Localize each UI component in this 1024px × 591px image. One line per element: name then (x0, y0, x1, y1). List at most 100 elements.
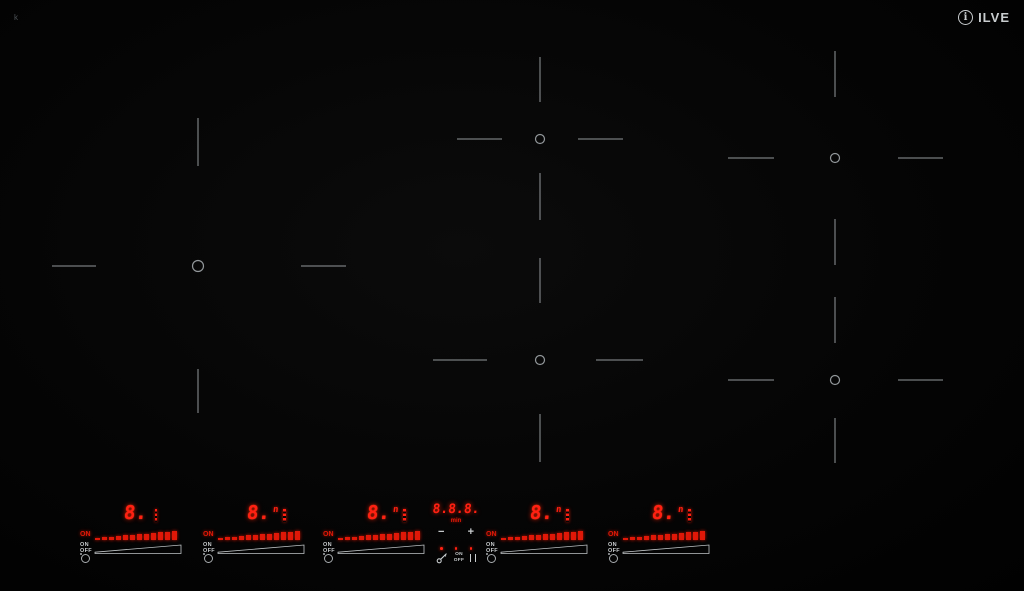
level-segment (267, 534, 272, 540)
residual-heat-glyph: n (392, 505, 399, 515)
on-indicator: ON (203, 531, 214, 538)
cooking-zone-back-right (728, 51, 943, 265)
level-segment (246, 535, 251, 540)
dotted-bar-indicator-icon (566, 509, 569, 522)
onoff-line2: OFF (323, 548, 335, 555)
level-segment (239, 536, 244, 540)
level-segment (564, 532, 569, 540)
timer-display: 8.8.8. (431, 502, 481, 517)
main-power-onoff-button[interactable]: ON OFF (454, 552, 465, 563)
level-segment (557, 533, 562, 540)
level-segment (658, 535, 663, 540)
zone-control-panel-1: 8. ON ON OFF (78, 502, 186, 564)
on-indicator: ON (323, 531, 334, 538)
level-segment (686, 532, 691, 540)
residual-heat-glyph: n (272, 505, 279, 515)
level-segment (529, 535, 534, 540)
level-segment (253, 535, 258, 540)
led-indicator-dot (469, 547, 472, 550)
level-segment (401, 532, 406, 540)
zone-power-display: 8. n (650, 502, 691, 524)
zone-control-panel-4: 8. n ON ON OFF (484, 502, 592, 564)
level-segment (380, 534, 385, 540)
level-segment (543, 534, 548, 540)
onoff-button[interactable]: ON OFF (608, 542, 620, 555)
brand-i-circle-icon: i (958, 10, 974, 25)
level-segment (679, 533, 684, 540)
residual-heat-glyph: n (677, 505, 684, 515)
level-segment (274, 533, 279, 540)
level-segment (637, 537, 642, 540)
brand-name: ILVE (978, 10, 1010, 25)
level-segment (137, 534, 142, 540)
on-indicator: ON (608, 531, 619, 538)
level-segment (102, 537, 107, 540)
onoff-button[interactable]: ON OFF (203, 542, 215, 555)
power-level-digit: 8. (245, 502, 272, 524)
power-level-digit: 8. (528, 502, 555, 524)
timer-control-panel: 8.8.8. min − + ON OFF (429, 500, 483, 564)
onoff-button[interactable]: ON OFF (323, 542, 335, 555)
level-segment (225, 537, 230, 540)
level-segment (218, 538, 223, 540)
onoff-line1: ON (80, 542, 89, 548)
level-segment (522, 536, 527, 540)
onoff-line2: OFF (486, 548, 498, 555)
clock-icon[interactable] (608, 553, 618, 563)
onoff-line1: ON (608, 542, 617, 548)
power-slider[interactable] (337, 544, 425, 555)
onoff-button[interactable]: ON OFF (80, 542, 92, 555)
power-slider[interactable] (217, 544, 305, 555)
level-segment (288, 532, 293, 540)
pause-icon[interactable] (470, 553, 476, 562)
level-segment (408, 532, 413, 540)
level-segment (130, 535, 135, 540)
level-segment (693, 532, 698, 540)
key-lock-icon[interactable] (436, 552, 448, 564)
power-slider[interactable] (500, 544, 588, 555)
level-segment (123, 535, 128, 540)
level-segment-row (338, 529, 424, 540)
level-segment (345, 537, 350, 540)
onoff-line2: OFF (80, 548, 92, 555)
onoff-line2: OFF (608, 548, 620, 555)
clock-icon[interactable] (323, 553, 333, 563)
power-slider[interactable] (94, 544, 182, 555)
zone-power-display: 8. n (366, 502, 406, 524)
dotted-bar-indicator-icon (154, 509, 158, 522)
level-segment (651, 535, 656, 540)
power-level-digit: 8. (650, 502, 677, 524)
dotted-bar-indicator-icon (403, 509, 406, 522)
onoff-button[interactable]: ON OFF (486, 542, 498, 555)
level-segment (623, 538, 628, 540)
on-indicator: ON (80, 531, 91, 538)
onoff-line1: ON (455, 551, 463, 557)
corner-mark: k (14, 13, 18, 22)
level-segment (665, 534, 670, 540)
led-indicator-row (429, 547, 483, 550)
cooking-zone-back-center (457, 57, 623, 220)
level-segment (144, 534, 149, 540)
onoff-line1: ON (486, 542, 495, 548)
level-segment (672, 534, 677, 540)
led-indicator-dot (454, 547, 458, 550)
power-level-digit: 8. (122, 502, 149, 524)
power-slider[interactable] (622, 544, 710, 555)
level-segment (415, 531, 420, 540)
level-segment (158, 532, 163, 540)
clock-icon[interactable] (80, 553, 90, 563)
timer-plus-button[interactable]: + (467, 526, 474, 538)
dotted-bar-indicator-icon (688, 509, 691, 522)
level-segment (232, 537, 237, 540)
level-segment (172, 531, 177, 540)
zone-power-display: 8. (122, 502, 158, 524)
clock-icon[interactable] (203, 553, 213, 563)
zone-control-panel-2: 8. n ON ON OFF (201, 502, 309, 564)
timer-minus-button[interactable]: − (438, 526, 445, 538)
clock-icon[interactable] (486, 553, 496, 563)
level-segment-row (623, 529, 709, 540)
level-segment (352, 537, 357, 540)
brand-logo: i ILVE (958, 10, 1010, 25)
